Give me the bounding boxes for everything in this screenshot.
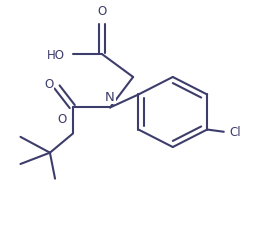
Text: O: O [57,112,67,125]
Text: N: N [105,91,115,104]
Text: O: O [45,78,54,91]
Text: HO: HO [47,49,65,62]
Text: O: O [98,5,107,18]
Text: Cl: Cl [229,126,241,139]
